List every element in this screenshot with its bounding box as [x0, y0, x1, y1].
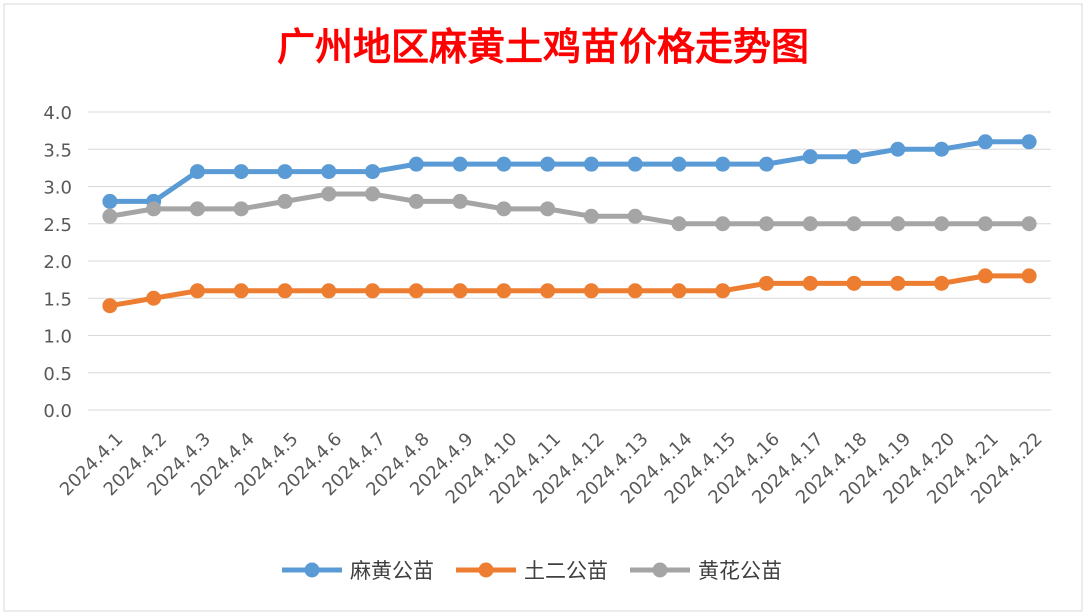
y-tick-label: 3.0 [43, 178, 72, 199]
data-point [496, 283, 512, 299]
data-point [1021, 268, 1037, 284]
data-point [977, 216, 993, 232]
legend-item: 土二公苗 [456, 559, 608, 583]
legend-marker [652, 562, 668, 578]
y-tick-label: 4.0 [43, 103, 72, 124]
data-point [277, 164, 293, 180]
data-point [233, 283, 249, 299]
data-point [277, 283, 293, 299]
data-point [627, 283, 643, 299]
data-point [189, 164, 205, 180]
data-point [671, 156, 687, 172]
data-point [934, 275, 950, 291]
data-point [452, 156, 468, 172]
data-point [583, 208, 599, 224]
data-point [627, 156, 643, 172]
data-point [934, 141, 950, 157]
data-point [846, 216, 862, 232]
y-tick-label: 3.5 [43, 140, 72, 161]
data-point [233, 164, 249, 180]
data-point [977, 134, 993, 150]
data-point [321, 164, 337, 180]
data-point [715, 216, 731, 232]
data-point [408, 193, 424, 209]
data-point [321, 283, 337, 299]
data-point [408, 283, 424, 299]
legend-label: 黄花公苗 [698, 559, 782, 583]
data-point [583, 283, 599, 299]
y-tick-label: 2.0 [43, 252, 72, 273]
data-point [277, 193, 293, 209]
data-point [802, 216, 818, 232]
data-point [365, 186, 381, 202]
legend-item: 黄花公苗 [630, 559, 782, 583]
data-point [102, 208, 118, 224]
data-point [715, 156, 731, 172]
data-point [452, 283, 468, 299]
data-point [671, 283, 687, 299]
data-point [934, 216, 950, 232]
y-tick-label: 2.5 [43, 215, 72, 236]
series-1 [102, 134, 1037, 209]
data-point [890, 141, 906, 157]
legend-item: 麻黄公苗 [282, 559, 434, 583]
data-point [758, 275, 774, 291]
series-line [107, 191, 1032, 227]
y-tick-label: 0.0 [43, 401, 72, 422]
data-point [890, 216, 906, 232]
data-point [102, 298, 118, 314]
legend-marker [478, 562, 494, 578]
series-line [107, 139, 1032, 204]
data-point [758, 216, 774, 232]
y-tick-label: 1.0 [43, 327, 72, 348]
data-point [365, 283, 381, 299]
data-point [890, 275, 906, 291]
data-point [1021, 134, 1037, 150]
data-point [102, 193, 118, 209]
data-point [365, 164, 381, 180]
data-point [583, 156, 599, 172]
data-point [1021, 216, 1037, 232]
data-point [977, 268, 993, 284]
data-point [802, 149, 818, 165]
data-point [189, 283, 205, 299]
data-point [540, 156, 556, 172]
y-tick-label: 0.5 [43, 364, 72, 385]
data-point [715, 283, 731, 299]
chart-title: 广州地区麻黄土鸡苗价格走势图 [277, 24, 809, 69]
data-point [802, 275, 818, 291]
series-2 [102, 268, 1037, 314]
data-point [452, 193, 468, 209]
data-point [189, 201, 205, 217]
data-point [758, 156, 774, 172]
data-point [233, 201, 249, 217]
data-point [627, 208, 643, 224]
legend-label: 土二公苗 [524, 559, 608, 583]
legend-label: 麻黄公苗 [350, 559, 434, 583]
data-point [846, 149, 862, 165]
data-point [408, 156, 424, 172]
data-point [540, 201, 556, 217]
data-point [846, 275, 862, 291]
data-point [146, 201, 162, 217]
series-3 [102, 186, 1037, 232]
data-point [540, 283, 556, 299]
legend-marker [304, 562, 320, 578]
data-point [321, 186, 337, 202]
series-line [107, 273, 1032, 309]
y-tick-label: 1.5 [43, 289, 72, 310]
data-point [671, 216, 687, 232]
data-point [496, 201, 512, 217]
data-point [146, 290, 162, 306]
data-point [496, 156, 512, 172]
